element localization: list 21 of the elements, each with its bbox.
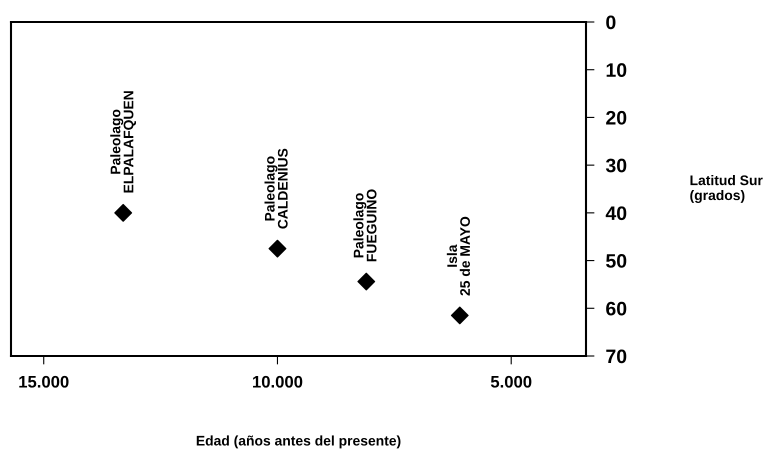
annotation: Paleolago ELPALAFQUEN	[110, 91, 136, 192]
annotation: Paleolago CALDENIUS	[264, 148, 288, 229]
y-tick-label: 50	[606, 254, 626, 268]
point	[450, 306, 469, 324]
x-tick-label: 15.000	[19, 376, 69, 388]
y-tick-label: 0	[606, 15, 616, 30]
y-tick-label: 20	[606, 110, 626, 125]
annotation: Paleolago FUEGUINO	[353, 189, 377, 262]
point	[357, 272, 376, 290]
x-tick-label: 5.000	[490, 376, 532, 388]
x-axis-title: Edad (años antes del presente)	[196, 435, 400, 448]
point	[114, 204, 132, 222]
point	[268, 240, 286, 258]
y-tick-label: 10	[606, 63, 626, 77]
x-tick-label: 10.000	[253, 376, 302, 388]
annotation: Isla 25 de MAYO	[446, 216, 470, 296]
y-tick-label: 70	[606, 349, 626, 364]
y-tick-label: 60	[606, 302, 626, 316]
y-axis-title: Latitud Sur (grados)	[690, 175, 763, 203]
y-tick-label: 30	[606, 158, 626, 172]
y-tick-label: 40	[606, 206, 626, 220]
